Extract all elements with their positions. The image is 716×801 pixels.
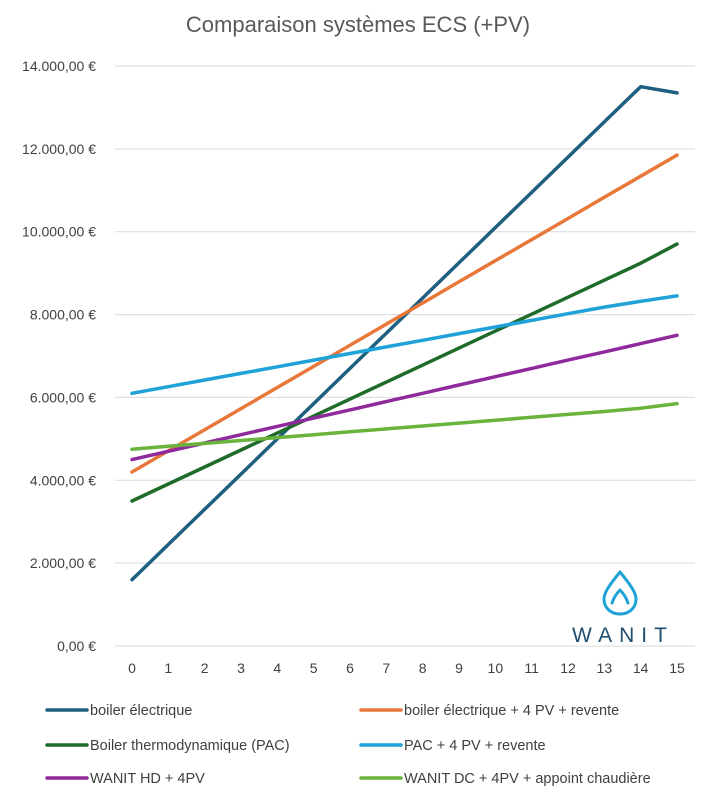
x-tick-label: 10 [488, 660, 504, 676]
x-tick-label: 5 [310, 660, 318, 676]
y-tick-label: 12.000,00 € [22, 141, 96, 157]
x-tick-label: 7 [382, 660, 390, 676]
water-drop-icon [602, 570, 638, 616]
x-tick-label: 13 [597, 660, 613, 676]
y-tick-label: 4.000,00 € [30, 472, 96, 488]
grid-lines [115, 65, 695, 647]
x-tick-label: 6 [346, 660, 354, 676]
series-line-6 [130, 401, 679, 451]
y-tick-label: 6.000,00 € [30, 389, 96, 405]
x-tick-label: 12 [560, 660, 576, 676]
y-tick-label: 0,00 € [57, 638, 96, 654]
x-tick-label: 9 [455, 660, 463, 676]
x-tick-label: 11 [524, 660, 539, 676]
x-tick-label: 2 [201, 660, 209, 676]
x-tick-label: 8 [419, 660, 427, 676]
wanit-logo: WANIT [572, 570, 674, 647]
y-tick-label: 10.000,00 € [22, 224, 96, 240]
x-axis-tick-labels: 0 1 2 3 4 5 6 7 8 9 10 11 12 13 14 15 [128, 660, 685, 676]
legend-item: WANIT DC + 4PV + appoint chaudière [359, 771, 651, 787]
x-tick-label: 0 [128, 660, 136, 676]
legend-item: Boiler thermodynamique (PAC) [45, 738, 290, 754]
series-line-5 [130, 333, 679, 462]
y-tick-label: 2.000,00 € [30, 555, 96, 571]
y-tick-label: 14.000,00 € [22, 58, 96, 74]
series-lines [130, 84, 679, 582]
y-tick-label: 8.000,00 € [30, 307, 96, 323]
series-line-2 [130, 153, 679, 474]
legend-label: PAC + 4 PV + revente [404, 738, 546, 754]
legend-label: Boiler thermodynamique (PAC) [90, 738, 290, 754]
series-line-4 [130, 294, 679, 396]
x-tick-label: 3 [237, 660, 245, 676]
x-tick-label: 4 [273, 660, 281, 676]
legend-label: boiler électrique [90, 703, 192, 719]
chart-title: Comparaison systèmes ECS (+PV) [186, 12, 530, 37]
legend-item: boiler électrique + 4 PV + revente [359, 703, 619, 719]
series-line-1 [130, 84, 679, 582]
series-line-3 [130, 242, 679, 503]
x-tick-label: 1 [164, 660, 172, 676]
logo-text: WANIT [572, 624, 674, 647]
legend-item: boiler électrique [45, 703, 192, 719]
legend-item: WANIT HD + 4PV [45, 771, 205, 787]
x-tick-label: 14 [633, 660, 649, 676]
legend-label: WANIT DC + 4PV + appoint chaudière [404, 771, 651, 787]
x-tick-label: 15 [669, 660, 685, 676]
y-axis-tick-labels: 0,00 € 2.000,00 € 4.000,00 € 6.000,00 € 8.00… [22, 58, 96, 654]
legend-item: PAC + 4 PV + revente [359, 738, 546, 754]
legend-label: boiler électrique + 4 PV + revente [404, 703, 619, 719]
legend-label: WANIT HD + 4PV [90, 771, 205, 787]
legend: boiler électrique boiler électrique + 4 P… [45, 703, 651, 787]
